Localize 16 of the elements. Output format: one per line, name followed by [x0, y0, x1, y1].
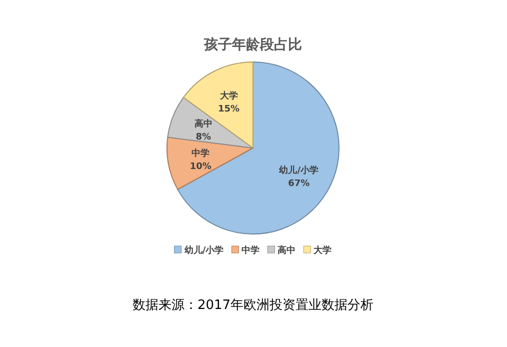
data-label: 10%	[190, 162, 212, 172]
source-note: 数据来源：2017年欧洲投资置业数据分析	[132, 298, 374, 313]
data-label: 67%	[288, 179, 310, 190]
legend-label: 中学	[242, 245, 260, 256]
slice-label: 中学	[192, 148, 210, 159]
pie-slice	[177, 62, 340, 234]
slice-label: 幼儿/小学	[278, 165, 319, 176]
legend-label: 幼儿/小学	[183, 245, 224, 256]
pie-slice	[182, 62, 254, 148]
data-label: 15%	[218, 104, 240, 114]
chart-title: 孩子年龄段占比	[203, 36, 302, 53]
legend-label: 高中	[278, 245, 296, 256]
legend-label: 大学	[314, 245, 332, 256]
slice-label: 高中	[194, 118, 212, 130]
slice-label: 大学	[220, 90, 238, 102]
data-label: 8%	[196, 132, 212, 142]
